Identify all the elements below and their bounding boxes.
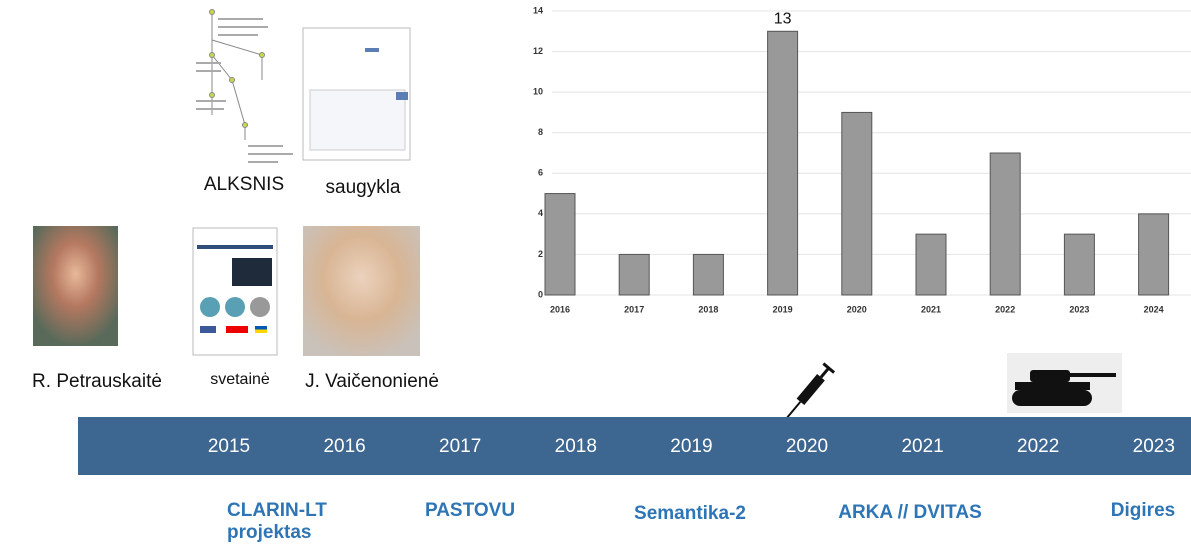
project-label: PASTOVU xyxy=(425,500,515,522)
photo-petrauskaite xyxy=(33,226,118,346)
bar xyxy=(990,153,1020,295)
bar xyxy=(545,194,575,295)
x-tick-label: 2023 xyxy=(1069,304,1089,314)
bar xyxy=(768,31,798,295)
bar xyxy=(916,234,946,295)
caption: R. Petrauskaitė xyxy=(32,371,162,393)
x-tick-label: 2017 xyxy=(624,304,644,314)
bar xyxy=(1139,214,1169,295)
data-label: 13 xyxy=(774,11,792,28)
timeline-year: 2017 xyxy=(439,436,481,457)
bar xyxy=(693,254,723,295)
project-label: Semantika-2 xyxy=(634,503,746,525)
y-tick-label: 2 xyxy=(538,249,543,259)
bar xyxy=(619,254,649,295)
alksnis-diagram xyxy=(196,10,293,164)
project-label: Digires xyxy=(1111,500,1175,522)
y-tick-label: 14 xyxy=(533,5,543,15)
page: {"chart_data": {"type": "bar", "categori… xyxy=(0,0,1191,555)
caption: J. Vaičenonienė xyxy=(305,371,439,393)
timeline-year: 2022 xyxy=(1017,436,1059,457)
x-tick-label: 2016 xyxy=(550,304,570,314)
caption: ALKSNIS xyxy=(204,174,284,196)
timeline-year: 2016 xyxy=(323,436,365,457)
x-tick-label: 2020 xyxy=(847,304,867,314)
x-tick-label: 2021 xyxy=(921,304,941,314)
timeline: 2015 2016 2017 2018 2019 2020 2021 2022 2023 xyxy=(208,436,1175,457)
x-tick-label: 2018 xyxy=(698,304,718,314)
timeline-year: 2020 xyxy=(786,436,828,457)
slide: 0 2 4 6 8 10 12 14 2016 2017 2018 2019 13 2020 2021 202… xyxy=(0,0,1191,555)
svetaine-screenshot xyxy=(193,228,277,355)
saugykla-screenshot xyxy=(303,28,410,160)
timeline-year: 2015 xyxy=(208,436,250,457)
caption: svetainė xyxy=(210,371,270,389)
syringe-icon xyxy=(781,364,834,424)
timeline-year: 2021 xyxy=(901,436,943,457)
project-label: ARKA // DVITAS xyxy=(838,502,982,524)
y-tick-label: 10 xyxy=(533,87,543,97)
tank-icon xyxy=(1007,353,1122,413)
y-tick-label: 6 xyxy=(538,168,543,178)
bar-chart: 0 2 4 6 8 10 12 14 2016 2017 2018 2019 13 2020 2021 202… xyxy=(533,5,1191,314)
timeline-year: 2019 xyxy=(670,436,712,457)
caption: saugykla xyxy=(326,177,401,199)
bar xyxy=(842,112,872,295)
bar xyxy=(1064,234,1094,295)
x-tick-label: 2019 xyxy=(773,304,793,314)
timeline-year: 2018 xyxy=(555,436,597,457)
timeline-year: 2023 xyxy=(1133,436,1175,457)
x-tick-label: 2022 xyxy=(995,304,1015,314)
photo-vaicenoniene xyxy=(303,226,420,356)
x-tick-label: 2024 xyxy=(1144,304,1164,314)
project-label: CLARIN-LT projektas xyxy=(227,500,337,544)
y-tick-label: 12 xyxy=(533,46,543,56)
y-tick-label: 8 xyxy=(538,127,543,137)
y-tick-label: 4 xyxy=(538,208,543,218)
y-tick-label: 0 xyxy=(538,289,543,299)
